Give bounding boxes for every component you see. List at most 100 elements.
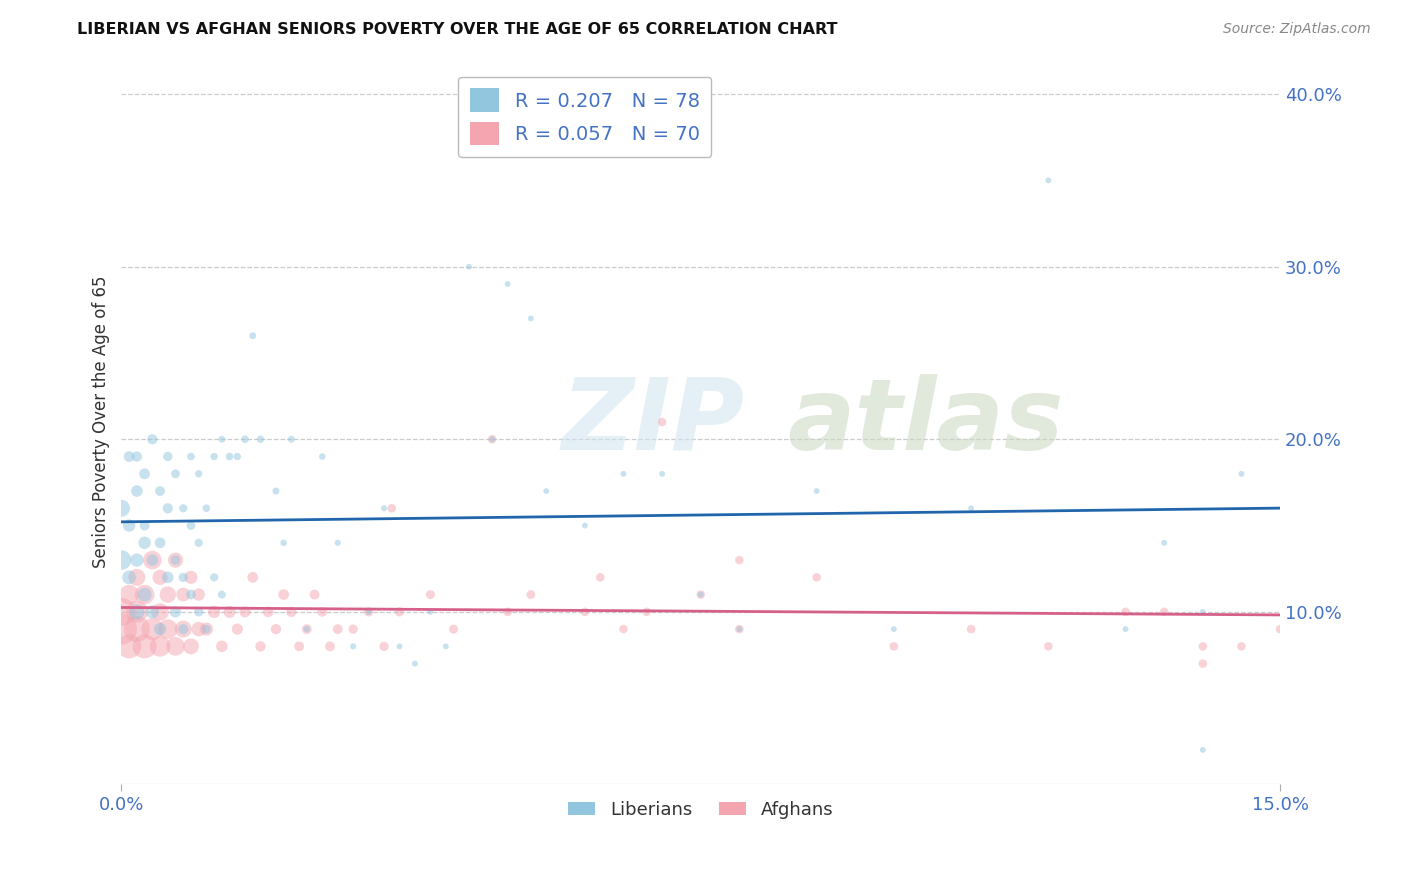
Point: [574, 605, 596, 619]
Point: [1268, 622, 1291, 636]
Point: [689, 588, 711, 602]
Point: [118, 450, 141, 464]
Point: [1038, 640, 1060, 654]
Point: [388, 605, 411, 619]
Point: [536, 483, 558, 498]
Point: [273, 536, 295, 550]
Point: [149, 640, 172, 654]
Point: [187, 622, 209, 636]
Point: [1191, 605, 1213, 619]
Point: [257, 605, 280, 619]
Point: [149, 536, 172, 550]
Point: [612, 622, 634, 636]
Point: [295, 622, 318, 636]
Point: [264, 622, 287, 636]
Point: [960, 622, 983, 636]
Point: [806, 483, 828, 498]
Point: [172, 501, 194, 516]
Point: [165, 553, 187, 567]
Point: [211, 432, 233, 446]
Point: [1191, 657, 1213, 671]
Point: [1191, 743, 1213, 757]
Text: ZIP: ZIP: [562, 374, 745, 470]
Point: [118, 588, 141, 602]
Point: [125, 553, 148, 567]
Point: [381, 501, 404, 516]
Text: LIBERIAN VS AFGHAN SENIORS POVERTY OVER THE AGE OF 65 CORRELATION CHART: LIBERIAN VS AFGHAN SENIORS POVERTY OVER …: [77, 22, 838, 37]
Point: [202, 570, 225, 584]
Point: [689, 588, 711, 602]
Point: [728, 553, 751, 567]
Point: [651, 415, 673, 429]
Point: [342, 622, 364, 636]
Point: [249, 640, 271, 654]
Point: [1115, 622, 1137, 636]
Point: [1230, 467, 1253, 481]
Point: [195, 501, 218, 516]
Point: [627, 121, 650, 136]
Point: [443, 622, 465, 636]
Point: [141, 605, 163, 619]
Point: [172, 622, 194, 636]
Point: [373, 501, 395, 516]
Point: [419, 605, 441, 619]
Point: [342, 640, 364, 654]
Point: [218, 605, 240, 619]
Point: [141, 432, 163, 446]
Point: [134, 536, 156, 550]
Point: [149, 570, 172, 584]
Point: [304, 588, 326, 602]
Point: [1230, 640, 1253, 654]
Point: [172, 622, 194, 636]
Point: [326, 536, 349, 550]
Point: [187, 467, 209, 481]
Point: [134, 518, 156, 533]
Point: [165, 640, 187, 654]
Point: [233, 432, 256, 446]
Point: [806, 570, 828, 584]
Point: [373, 640, 395, 654]
Point: [195, 622, 218, 636]
Point: [180, 588, 202, 602]
Point: [156, 450, 179, 464]
Point: [187, 536, 209, 550]
Point: [273, 588, 295, 602]
Point: [156, 622, 179, 636]
Point: [496, 605, 519, 619]
Point: [195, 622, 218, 636]
Point: [226, 622, 249, 636]
Point: [125, 450, 148, 464]
Point: [202, 605, 225, 619]
Point: [520, 588, 543, 602]
Point: [728, 622, 751, 636]
Point: [134, 588, 156, 602]
Point: [357, 605, 380, 619]
Point: [496, 277, 519, 291]
Point: [180, 570, 202, 584]
Point: [233, 605, 256, 619]
Point: [458, 260, 481, 274]
Point: [180, 640, 202, 654]
Legend: Liberians, Afghans: Liberians, Afghans: [561, 794, 841, 826]
Point: [574, 518, 596, 533]
Point: [134, 588, 156, 602]
Point: [319, 640, 342, 654]
Point: [156, 501, 179, 516]
Point: [110, 553, 132, 567]
Point: [1038, 173, 1060, 187]
Point: [125, 605, 148, 619]
Point: [434, 640, 457, 654]
Point: [242, 570, 264, 584]
Point: [156, 570, 179, 584]
Point: [288, 640, 311, 654]
Point: [295, 622, 318, 636]
Point: [1153, 536, 1175, 550]
Point: [612, 467, 634, 481]
Point: [187, 588, 209, 602]
Point: [419, 588, 441, 602]
Point: [883, 622, 905, 636]
Point: [636, 605, 658, 619]
Point: [141, 622, 163, 636]
Point: [264, 483, 287, 498]
Point: [1115, 605, 1137, 619]
